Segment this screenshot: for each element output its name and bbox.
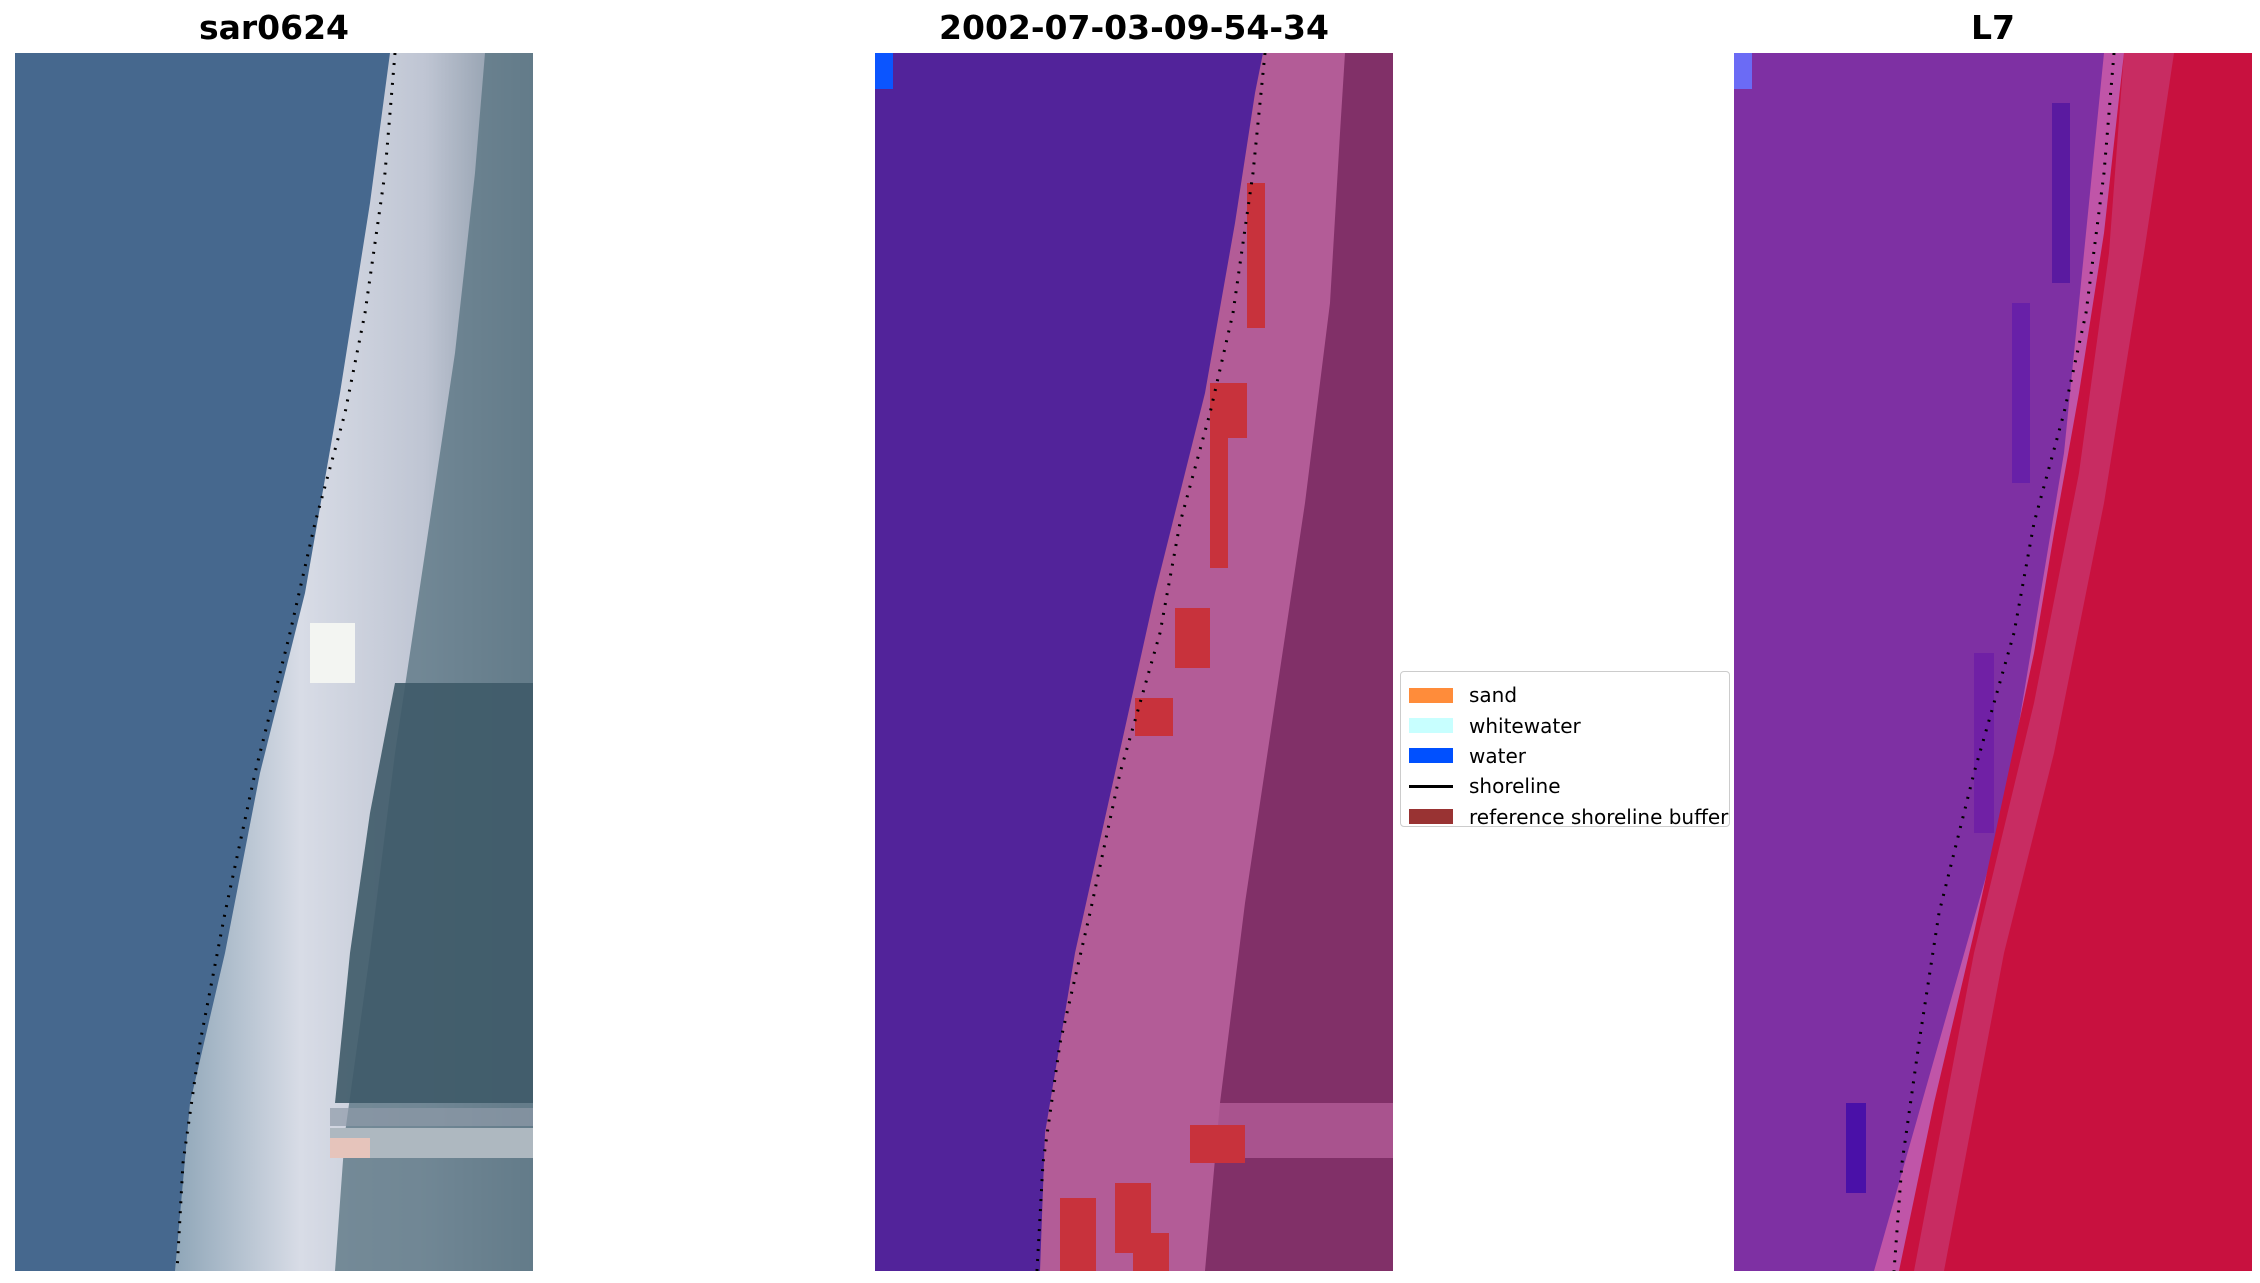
- shoreline-line: [175, 53, 397, 1271]
- index-image-panel: [1734, 53, 2252, 1271]
- panel-title-index: L7: [1971, 8, 2015, 47]
- sand-swatch: [1409, 687, 1453, 703]
- legend-label: shoreline: [1469, 774, 1561, 799]
- legend-label: sand: [1469, 683, 1518, 708]
- buffer-swatch: [1409, 809, 1453, 825]
- legend: sand whitewater water shoreline referenc…: [1400, 671, 1730, 827]
- index-image: [1734, 53, 2252, 1271]
- shoreline-line: [1892, 53, 2116, 1271]
- rgb-image-panel: [15, 53, 533, 1271]
- panel-title-rgb: sar0624: [198, 8, 350, 47]
- legend-item-reference-buffer: reference shoreline buffer: [1409, 802, 1729, 827]
- legend-item-water: water: [1409, 741, 1729, 771]
- classified-image-panel: [875, 53, 1393, 1271]
- legend-item-sand: sand: [1409, 680, 1729, 710]
- panel-title-classified: 2002-07-03-09-54-34: [939, 8, 1329, 47]
- water-swatch: [1409, 748, 1453, 764]
- legend-item-shoreline: shoreline: [1409, 771, 1729, 801]
- classified-image: [875, 53, 1393, 1271]
- legend-label: whitewater: [1469, 713, 1581, 738]
- rgb-image: [15, 53, 533, 1271]
- shoreline-swatch: [1409, 784, 1453, 788]
- whitewater-swatch: [1409, 718, 1453, 734]
- shoreline-line: [1035, 53, 1267, 1271]
- legend-label: reference shoreline buffer: [1469, 804, 1729, 827]
- legend-item-whitewater: whitewater: [1409, 710, 1729, 740]
- legend-label: water: [1469, 743, 1526, 768]
